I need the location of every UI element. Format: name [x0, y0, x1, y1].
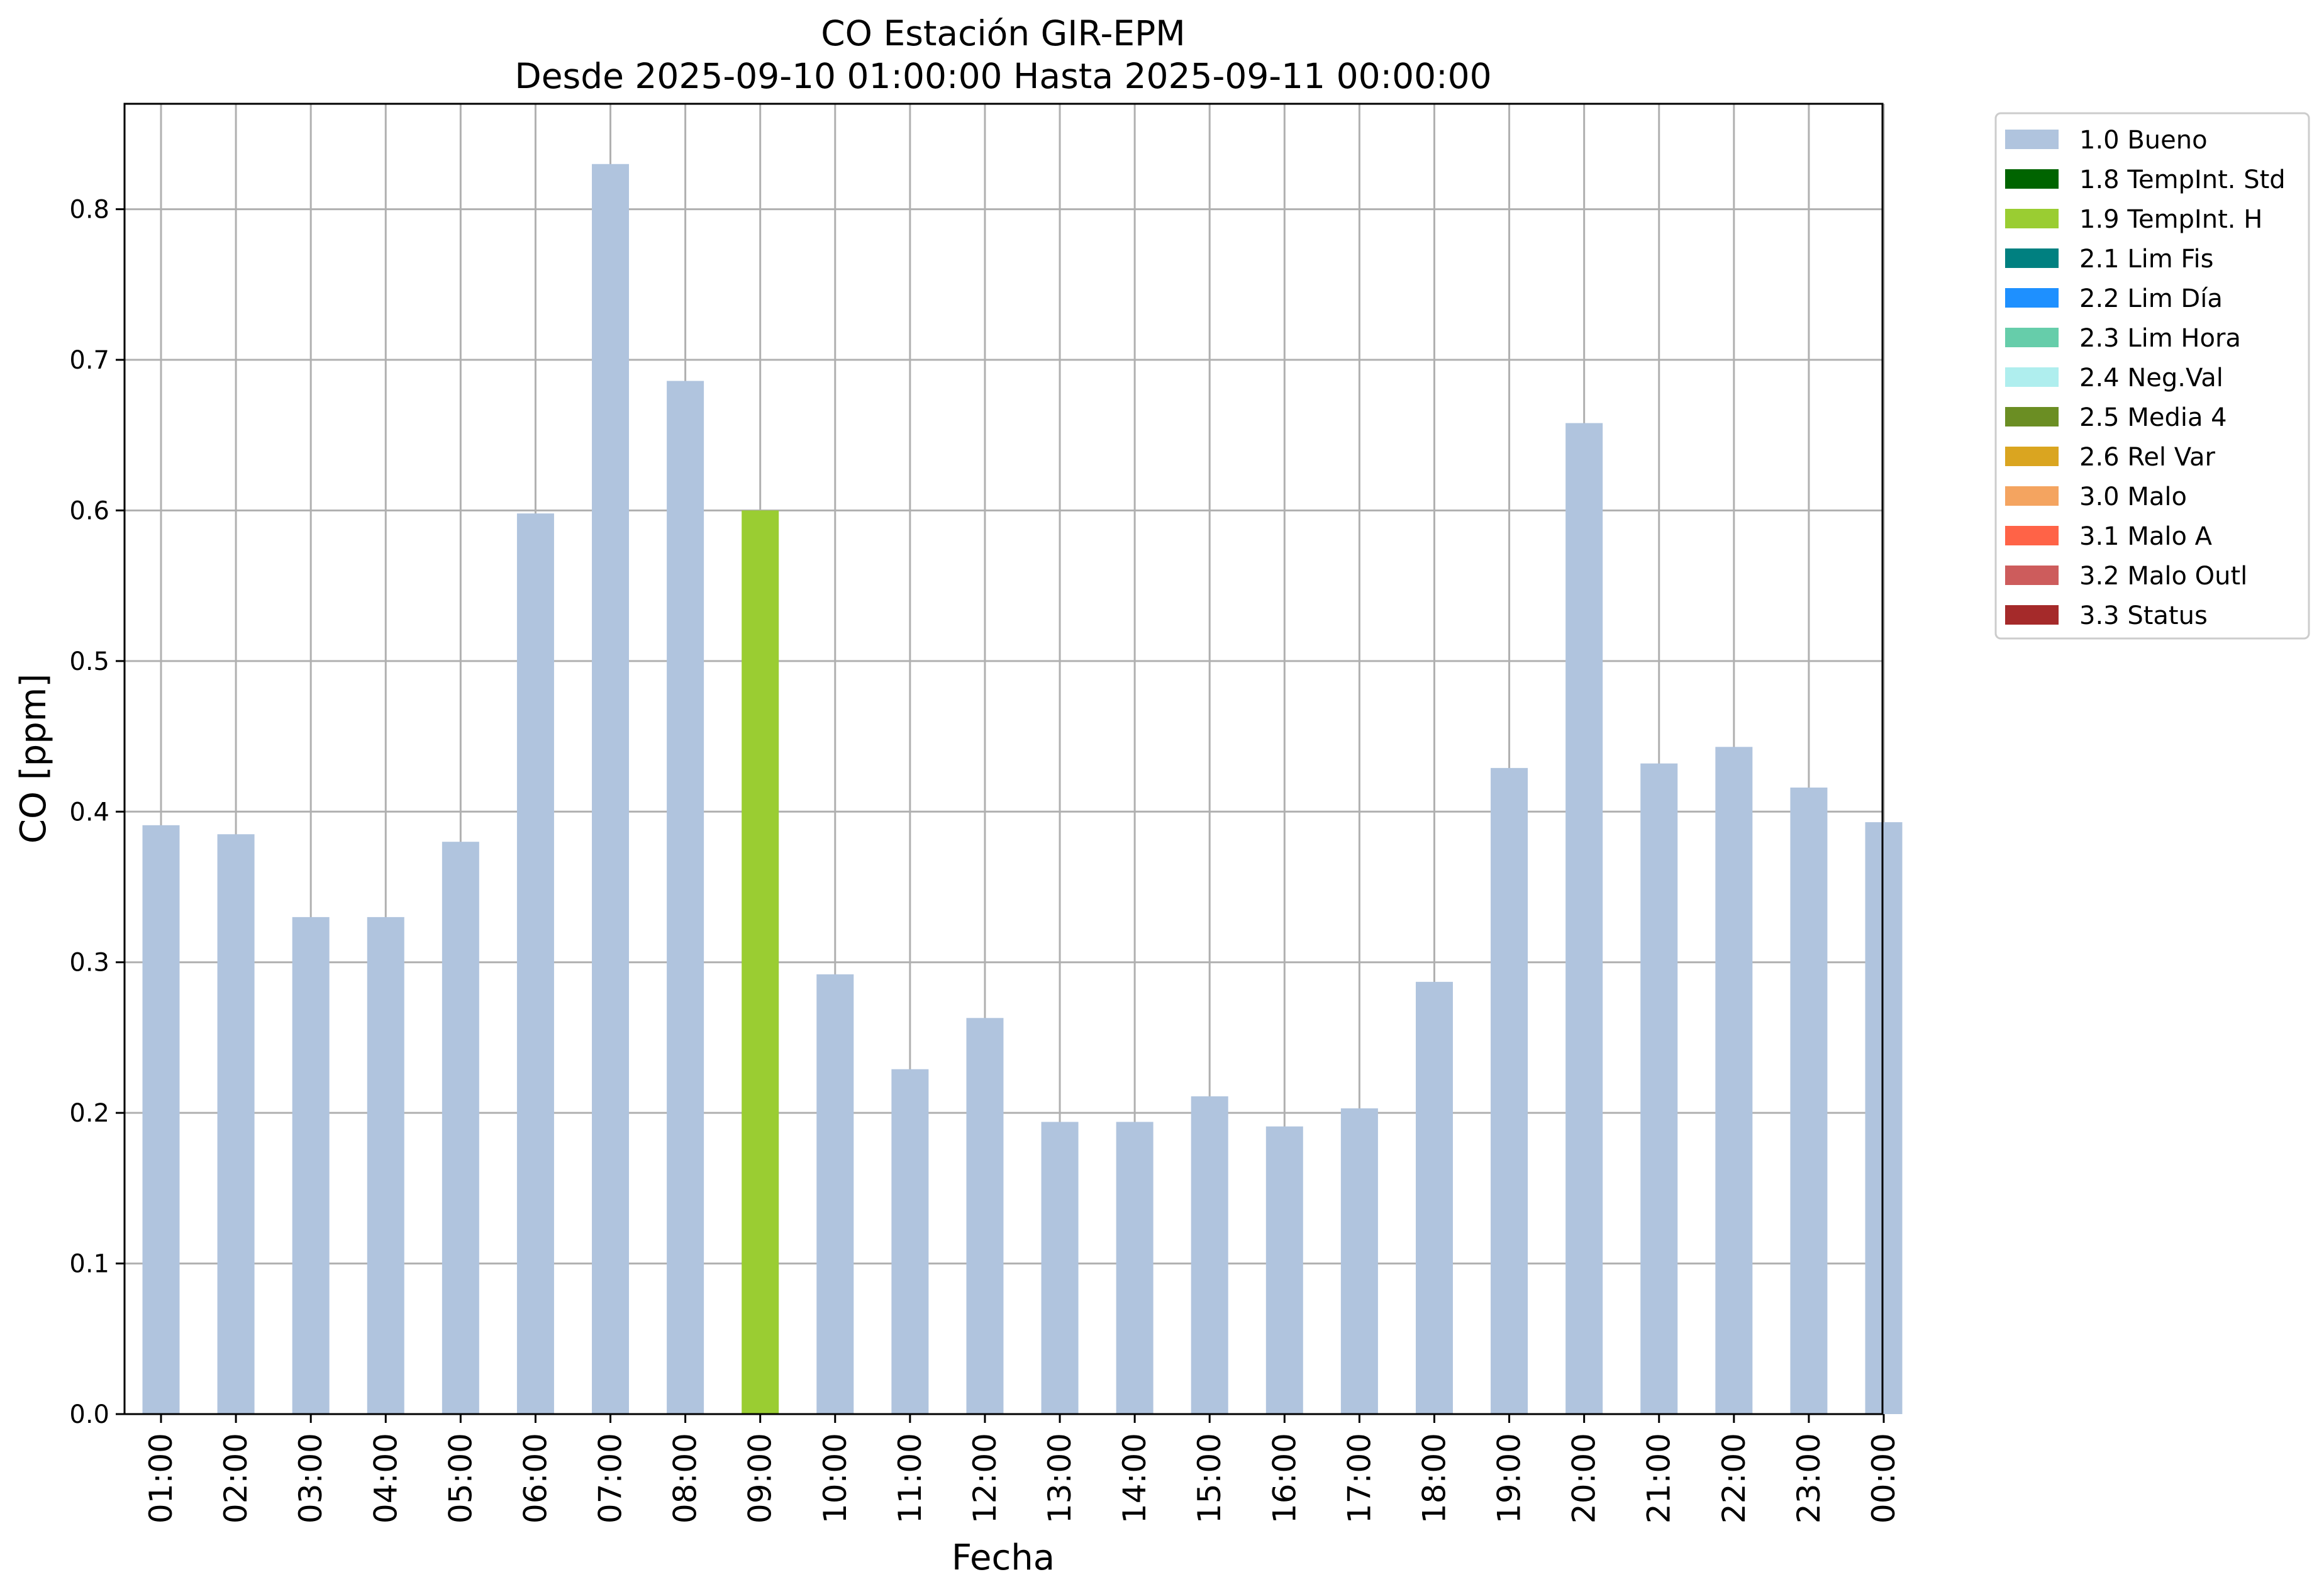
legend-swatch — [2005, 169, 2059, 189]
x-tick-label: 12:00 — [967, 1433, 1003, 1524]
legend-swatch — [2005, 367, 2059, 387]
legend-swatch — [2005, 566, 2059, 585]
x-tick-label: 17:00 — [1341, 1433, 1377, 1524]
x-tick-label: 08:00 — [667, 1433, 704, 1524]
x-axis-ticks: 01:00 02:00 03:00 04:00 05:00 06:00 07:00 08:00… — [143, 1414, 1902, 1524]
legend-swatch — [2005, 288, 2059, 308]
legend-swatch — [2005, 526, 2059, 545]
x-tick-label: 22:00 — [1716, 1433, 1752, 1524]
x-tick-label: 04:00 — [367, 1433, 404, 1524]
bar — [1041, 1122, 1079, 1414]
bar — [516, 513, 554, 1414]
bar — [966, 1018, 1004, 1414]
bar — [891, 1069, 929, 1414]
x-tick-label: 01:00 — [143, 1433, 179, 1524]
legend-swatch — [2005, 605, 2059, 625]
y-tick-label: 0.7 — [69, 346, 109, 375]
legend-label: 2.3 Lim Hora — [2079, 324, 2241, 353]
bar — [292, 917, 330, 1414]
x-tick-label: 21:00 — [1641, 1433, 1677, 1524]
legend-swatch — [2005, 209, 2059, 228]
x-tick-label: 14:00 — [1116, 1433, 1153, 1524]
y-tick-label: 0.0 — [69, 1400, 109, 1429]
legend-swatch — [2005, 248, 2059, 268]
bar — [1415, 981, 1453, 1414]
bar — [1265, 1126, 1303, 1414]
bar — [1116, 1122, 1154, 1414]
bar — [217, 834, 255, 1414]
x-tick-label: 23:00 — [1791, 1433, 1827, 1524]
x-tick-label: 02:00 — [218, 1433, 254, 1524]
bar — [142, 825, 180, 1414]
y-tick-label: 0.3 — [69, 949, 109, 978]
legend-label: 1.8 TempInt. Std — [2079, 165, 2286, 194]
legend-label: 1.0 Bueno — [2079, 126, 2208, 155]
bar — [592, 164, 630, 1414]
x-tick-label: 07:00 — [592, 1433, 629, 1524]
y-tick-label: 0.6 — [69, 496, 109, 525]
legend-label: 2.4 Neg.Val — [2079, 364, 2223, 393]
x-tick-label: 11:00 — [892, 1433, 928, 1524]
legend-label: 1.9 TempInt. H — [2079, 205, 2262, 234]
chart-title: CO Estación GIR-EPM — [821, 13, 1185, 53]
x-tick-label: 06:00 — [517, 1433, 553, 1524]
bar — [1640, 763, 1678, 1414]
legend-label: 2.5 Media 4 — [2079, 403, 2227, 432]
x-tick-label: 03:00 — [292, 1433, 329, 1524]
legend-label: 3.3 Status — [2079, 601, 2208, 630]
bar — [367, 917, 404, 1414]
legend-swatch — [2005, 328, 2059, 347]
legend-swatch — [2005, 486, 2059, 506]
legend-swatch — [2005, 447, 2059, 466]
bar — [1191, 1096, 1228, 1414]
legend-label: 3.0 Malo — [2079, 482, 2187, 511]
x-tick-label: 10:00 — [817, 1433, 853, 1524]
legend-label: 2.2 Lim Día — [2079, 284, 2223, 313]
legend-label: 2.1 Lim Fis — [2079, 245, 2213, 274]
y-tick-label: 0.5 — [69, 647, 109, 676]
bar — [1491, 767, 1528, 1414]
x-tick-label: 05:00 — [442, 1433, 479, 1524]
y-axis-label: CO [ppm] — [13, 674, 54, 844]
x-tick-label: 19:00 — [1491, 1433, 1528, 1524]
bar — [1340, 1108, 1378, 1414]
legend-frame — [1994, 112, 2310, 640]
bar — [667, 381, 704, 1415]
bar — [1715, 747, 1753, 1414]
x-tick-label: 13:00 — [1042, 1433, 1078, 1524]
legend-swatch — [2005, 407, 2059, 426]
legend-label: 3.1 Malo A — [2079, 522, 2213, 551]
x-tick-label: 18:00 — [1416, 1433, 1452, 1524]
legend: 1.0 Bueno 1.8 TempInt. Std 1.9 TempInt. H 2… — [1994, 112, 2310, 640]
bar — [742, 510, 779, 1415]
plot-frame — [123, 103, 1884, 1415]
legend-label: 2.6 Rel Var — [2079, 443, 2216, 472]
x-tick-label: 00:00 — [1865, 1433, 1902, 1524]
x-tick-label: 15:00 — [1191, 1433, 1228, 1524]
bar — [1790, 787, 1828, 1414]
bar — [442, 842, 479, 1414]
y-tick-label: 0.8 — [69, 196, 109, 225]
bar — [1565, 423, 1603, 1415]
x-axis-label: Fecha — [952, 1537, 1055, 1578]
bar — [1865, 822, 1903, 1414]
y-tick-label: 0.4 — [69, 798, 109, 827]
x-tick-label: 20:00 — [1566, 1433, 1603, 1524]
y-tick-label: 0.1 — [69, 1250, 109, 1279]
x-tick-label: 09:00 — [742, 1433, 779, 1524]
y-tick-label: 0.2 — [69, 1099, 109, 1128]
legend-label: 3.2 Malo Outl — [2079, 562, 2247, 591]
bar — [816, 974, 854, 1414]
legend-swatch — [2005, 130, 2059, 149]
x-tick-label: 16:00 — [1266, 1433, 1303, 1524]
chart-subtitle: Desde 2025-09-10 01:00:00 Hasta 2025-09-… — [514, 56, 1491, 96]
y-axis-ticks: 0.0 0.1 0.2 0.3 0.4 0.5 0.6 0.7 0.8 — [69, 196, 125, 1429]
bars-group — [142, 164, 1903, 1415]
